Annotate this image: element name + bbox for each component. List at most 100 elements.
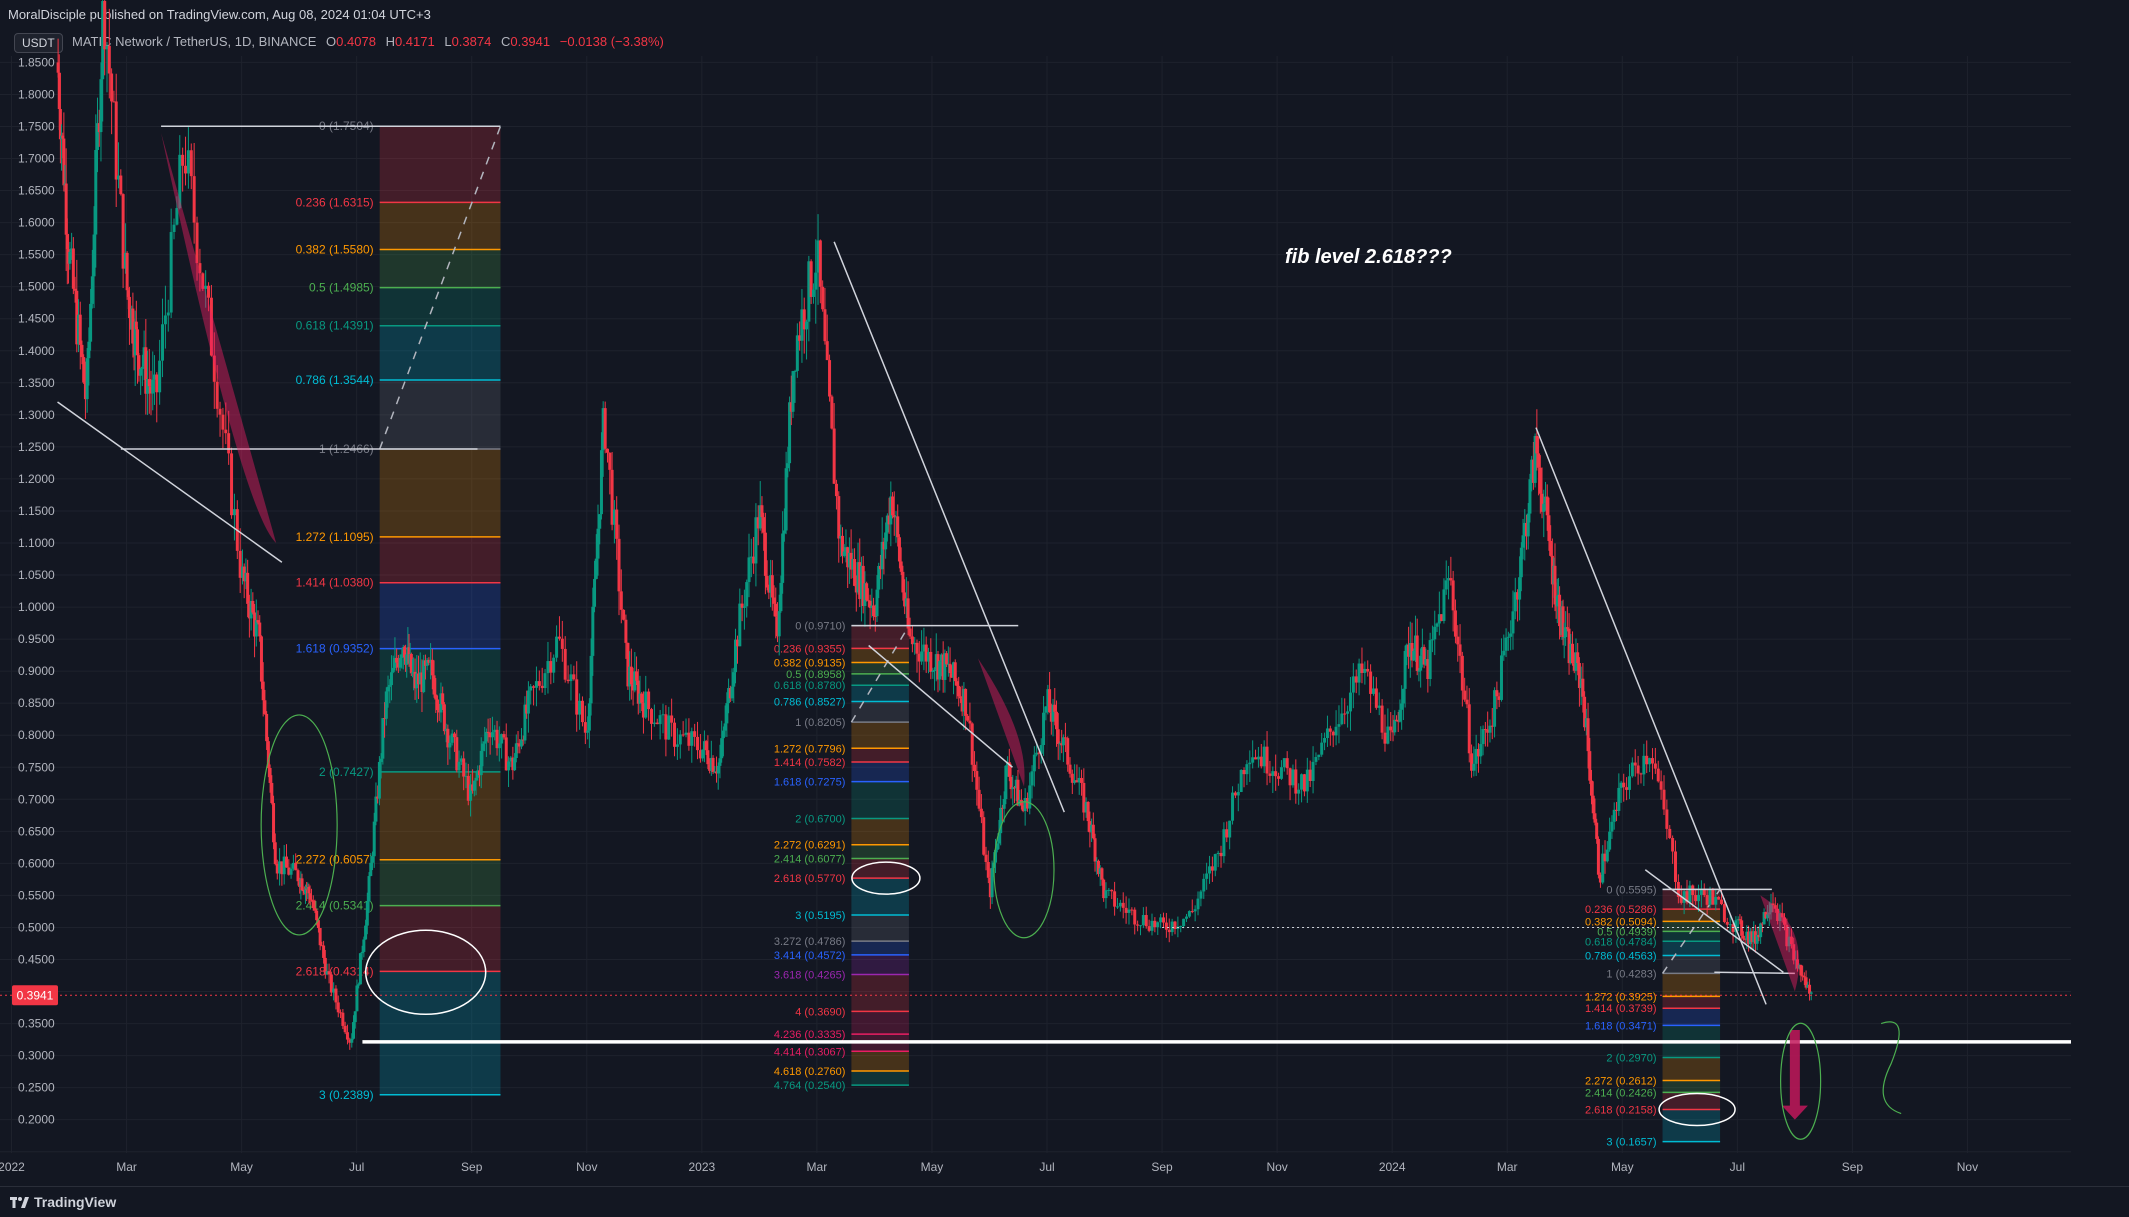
candle-body — [1420, 647, 1424, 656]
candle-body — [427, 659, 431, 663]
candle-body — [327, 971, 331, 975]
candle-body — [1328, 728, 1332, 732]
candle-body — [635, 671, 639, 681]
candle-body — [218, 408, 222, 415]
fib-retracements[interactable]: 0 (1.7504)0.236 (1.6315)0.382 (1.5580)0.… — [296, 119, 1721, 1149]
candle-body — [181, 154, 185, 166]
candle-body — [1007, 762, 1011, 777]
candle-body — [1734, 920, 1738, 932]
time-axis[interactable]: 2022 Mar May Jul Sep Nov 2023 Mar May Jul Sep Nov 20… — [0, 1160, 1978, 1174]
candle-body — [728, 688, 732, 699]
x-tick-label: May — [1611, 1160, 1634, 1174]
y-tick-label: 1.0000 — [18, 600, 55, 614]
candle-body — [345, 1032, 349, 1040]
candle-body — [809, 261, 813, 297]
fib-level-label: 1.272 (0.3925) — [1585, 991, 1657, 1003]
drawings[interactable]: fib level 2.618??? — [0, 125, 2071, 1140]
fib-zone — [379, 449, 501, 537]
candle-body — [670, 715, 674, 723]
candle-body — [240, 566, 244, 578]
candle-body — [950, 673, 954, 678]
candle-body — [1435, 623, 1439, 627]
price-series — [56, 0, 1813, 1050]
candle-body — [417, 673, 421, 685]
candle-body — [762, 517, 766, 533]
candle-body — [984, 854, 988, 863]
candle-body — [1682, 891, 1686, 903]
candle-body — [791, 371, 795, 412]
candle-body — [586, 730, 590, 733]
candle-body — [192, 176, 196, 223]
candle-body — [82, 357, 86, 383]
candle-body — [690, 731, 694, 746]
candle-body — [134, 321, 138, 330]
candle-body — [1579, 678, 1583, 688]
price-unit-button[interactable]: USDT — [14, 33, 63, 53]
candle-body — [464, 775, 468, 777]
candle-body — [834, 483, 838, 497]
y-tick-label: 1.4000 — [18, 344, 55, 358]
candle-body — [1242, 769, 1246, 775]
candle-body — [315, 910, 319, 921]
candle-body — [439, 693, 443, 713]
candle-body — [422, 660, 426, 693]
candle-body — [1428, 640, 1432, 680]
candle-body — [384, 691, 388, 719]
candle-body — [830, 396, 834, 429]
candle-body — [1785, 924, 1789, 947]
candle-body — [543, 673, 547, 689]
candle-body — [1572, 663, 1576, 671]
candle-body — [1403, 650, 1407, 689]
candle-body — [323, 957, 327, 975]
candle-body — [1000, 807, 1004, 809]
candle-body — [591, 606, 595, 656]
y-tick-label: 0.3000 — [18, 1049, 55, 1063]
candle-body — [107, 45, 111, 74]
candle-body — [1523, 522, 1527, 536]
fib-level-label: 4 (0.3690) — [795, 1006, 845, 1018]
candle-body — [207, 285, 211, 298]
candle-body — [1456, 636, 1460, 645]
candle-body — [521, 739, 525, 741]
candle-body — [608, 452, 612, 470]
candle-body — [878, 565, 882, 570]
candle-body — [1407, 644, 1411, 657]
trend-line — [868, 644, 1013, 768]
candle-body — [516, 743, 520, 745]
fib-zone — [1662, 1008, 1721, 1026]
candle-body — [1528, 479, 1532, 514]
candle-body — [866, 600, 870, 602]
price-chart[interactable]: 0 (1.7504)0.236 (1.6315)0.382 (1.5580)0.… — [0, 0, 2129, 1186]
fib-zone — [851, 954, 909, 975]
candle-body — [1346, 711, 1350, 714]
candle-body — [638, 693, 642, 704]
fib-level-label: 1 (0.4283) — [1606, 968, 1656, 980]
symbol-name[interactable]: MATIC Network / TetherUS, 1D, BINANCE — [72, 34, 317, 49]
fib-zone — [1662, 1057, 1721, 1081]
candle-body — [1804, 977, 1808, 988]
tradingview-logo-icon[interactable] — [10, 1195, 30, 1209]
candle-body — [1391, 730, 1395, 733]
candle-body — [1753, 931, 1757, 944]
candle-body — [795, 335, 799, 371]
candle-body — [105, 45, 109, 50]
candle-body — [929, 651, 933, 672]
candle-body — [624, 619, 628, 643]
candle-body — [583, 722, 587, 733]
candle-body — [994, 849, 998, 863]
candle-body — [1374, 688, 1378, 708]
fib-level-label: 1 (0.8205) — [795, 717, 845, 729]
candle-body — [1060, 743, 1064, 746]
fib-level-label: 0.618 (0.4784) — [1585, 936, 1657, 948]
candle-body — [1107, 889, 1111, 891]
y-tick-label: 0.5000 — [18, 920, 55, 934]
candle-body — [1100, 868, 1104, 880]
candle-body — [1659, 781, 1663, 790]
candle-body — [452, 733, 456, 738]
candle-body — [1479, 744, 1483, 757]
candle-body — [979, 808, 983, 818]
candle-body — [1334, 726, 1338, 736]
fib-level-label: 0.382 (0.9135) — [774, 657, 846, 669]
price-axis[interactable]: 1.8500 1.8000 1.7500 1.7000 1.6500 1.6000 1.55… — [12, 55, 58, 1127]
candle-body — [1625, 787, 1629, 790]
